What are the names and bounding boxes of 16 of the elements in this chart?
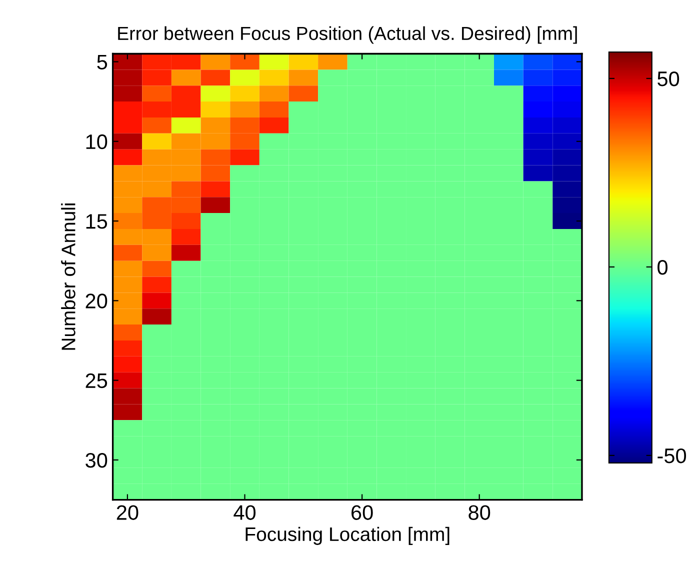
y-tick-label: 25 [86, 373, 108, 388]
color-bar-label: 0 [658, 260, 668, 275]
x-tick-label: 80 [468, 505, 490, 520]
x-axis-title: Focusing Location [mm] [246, 526, 450, 545]
color-bar-label: -50 [658, 448, 686, 464]
y-tick-label: 10 [86, 134, 108, 150]
color-bar-label: 50 [658, 71, 680, 86]
x-tick-label: 20 [116, 505, 138, 520]
y-tick-label: 30 [86, 452, 108, 468]
y-tick-label: 15 [86, 214, 108, 229]
chart-title: Error between Focus Position (Actual vs. Desired) [mm] [118, 26, 577, 44]
y-axis-title: Number of Annuli [61, 204, 76, 350]
y-tick-label: 20 [86, 294, 108, 308]
y-tick-label: 5 [97, 54, 108, 70]
x-tick-label: 60 [352, 505, 373, 520]
x-tick-label: 40 [234, 505, 256, 520]
